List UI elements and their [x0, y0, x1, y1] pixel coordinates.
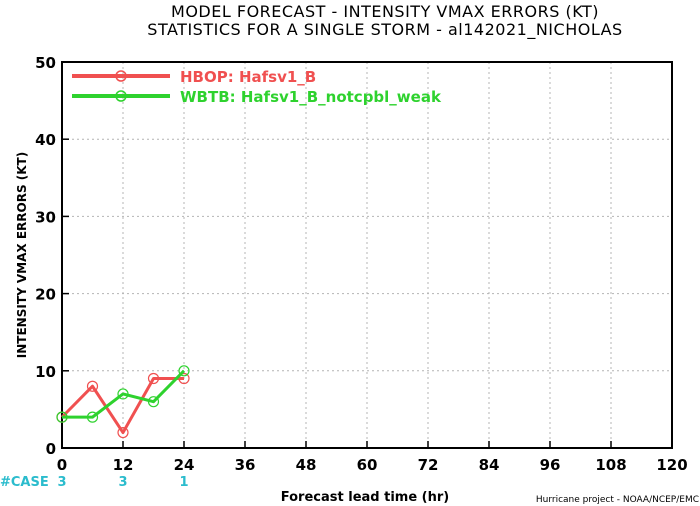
- series-lines: [56, 365, 190, 439]
- x-tick-label: 96: [540, 456, 561, 474]
- series-line: [62, 369, 186, 419]
- case-count: 3: [118, 475, 127, 490]
- x-tick-label: 72: [418, 456, 439, 474]
- data-point: [56, 411, 68, 423]
- y-tick-label: 0: [46, 440, 56, 458]
- case-label: #CASE: [0, 475, 49, 490]
- x-tick-label: 60: [357, 456, 378, 474]
- y-tick-label: 10: [35, 363, 56, 381]
- data-point: [178, 365, 190, 377]
- x-tick-label: 120: [656, 456, 687, 474]
- x-tick-label: 84: [479, 456, 500, 474]
- x-tick-label: 24: [174, 456, 195, 474]
- data-point: [147, 396, 160, 408]
- x-tick-label: 48: [296, 456, 317, 474]
- x-tick-label: 0: [57, 456, 67, 474]
- credit-text: Hurricane project - NOAA/NCEP/EMC: [536, 495, 699, 505]
- data-point: [117, 388, 129, 400]
- x-axis-label: Forecast lead time (hr): [281, 490, 449, 505]
- case-count: 1: [179, 475, 188, 490]
- data-point: [147, 372, 160, 385]
- series-2: [56, 365, 190, 423]
- legend-marker: [115, 90, 127, 102]
- y-axis-label: INTENSITY VMAX ERRORS (KT): [15, 152, 29, 358]
- case-count: 3: [57, 475, 66, 490]
- axis-ticks: 0 10 20 30 40 50 0 12 24 36 48 60 72 84 96 108 120: [35, 54, 688, 474]
- legend-marker: [115, 70, 127, 82]
- case-counts: 3 3 1: [57, 475, 188, 490]
- series-line: [60, 377, 184, 435]
- chart-title-line2: STATISTICS FOR A SINGLE STORM - al142021…: [147, 20, 622, 40]
- chart-title-line1: MODEL FORECAST - INTENSITY VMAX ERRORS (…: [171, 2, 599, 21]
- plot-frame: [61, 61, 673, 449]
- legend-label: HBOP: Hafsv1_B: [180, 68, 316, 86]
- data-point: [86, 411, 99, 423]
- x-tick-label: 36: [235, 456, 256, 474]
- y-tick-label: 30: [35, 208, 56, 226]
- grid-lines: [62, 62, 672, 448]
- legend-label: WBTB: Hafsv1_B_notcpbl_weak: [180, 88, 442, 106]
- x-tick-label: 108: [595, 456, 626, 474]
- data-point: [86, 380, 99, 392]
- data-point: [117, 426, 129, 439]
- data-point: [178, 372, 190, 385]
- y-tick-label: 40: [35, 131, 56, 149]
- legend: HBOP: Hafsv1_B WBTB: Hafsv1_B_notcpbl_wea…: [72, 68, 442, 106]
- y-tick-label: 20: [35, 286, 56, 304]
- x-tick-label: 12: [113, 456, 134, 474]
- y-tick-label: 50: [35, 54, 56, 72]
